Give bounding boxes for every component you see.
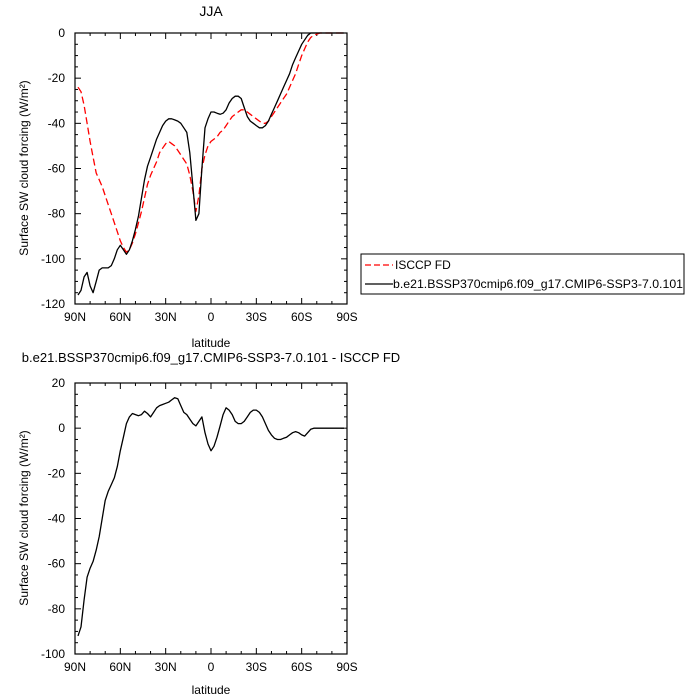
bottom-x-tick-label: 60N <box>109 660 131 674</box>
top-x-axis-label: latitude <box>192 336 231 350</box>
top-plot-area: 90N 60N 30N 0 30S 60S 90S 0 -20 -40 -60 -80 -100 -120 <box>41 26 358 324</box>
bottom-y-tick-label: 0 <box>58 421 65 435</box>
bottom-y-tick-label: 20 <box>52 376 66 390</box>
top-x-tick-label: 0 <box>208 310 215 324</box>
bottom-y-axis-label: Surface SW cloud forcing (W/m²) <box>17 430 31 605</box>
top-x-tick-label: 30S <box>246 310 267 324</box>
bottom-y-tick-label: -20 <box>48 466 66 480</box>
top-series-line-0 <box>77 32 344 253</box>
bottom-y-tick-label: -40 <box>48 512 66 526</box>
bottom-plot-frame <box>74 382 348 655</box>
top-chart-legend: ISCCP FD b.e21.BSSP370cmip6.f09_g17.CMIP… <box>360 253 685 295</box>
top-y-tick-label: -120 <box>41 297 65 311</box>
top-y-tick-label: -100 <box>41 252 65 266</box>
top-x-tick-label: 30N <box>155 310 177 324</box>
top-y-tick-label: -80 <box>48 207 66 221</box>
bottom-series-line-0 <box>77 397 344 637</box>
bottom-x-tick-label: 60S <box>291 660 312 674</box>
top-x-tick-label: 90S <box>336 310 357 324</box>
top-x-tick-label: 60S <box>291 310 312 324</box>
bottom-x-axis-label: latitude <box>192 683 231 697</box>
bottom-plot-area: 90N 60N 30N 0 30S 60S 90S 20 0 -20 -40 -60 -80 -100 <box>41 376 358 674</box>
top-chart-panel: JJA 90N 60N 30N 0 30S 60S 90S 0 -20 -40 -60 -80 -100… <box>17 3 358 350</box>
top-plot-frame <box>74 32 348 305</box>
bottom-y-tick-label: -60 <box>48 557 66 571</box>
top-y-tick-label: -40 <box>48 116 66 130</box>
top-y-axis-label: Surface SW cloud forcing (W/m²) <box>17 80 31 255</box>
bottom-chart-panel: b.e21.BSSP370cmip6.f09_g17.CMIP6-SSP3-7.… <box>17 350 400 697</box>
bottom-x-tick-label: 30S <box>246 660 267 674</box>
bottom-x-tick-label: 30N <box>155 660 177 674</box>
bottom-y-tick-label: -80 <box>48 602 66 616</box>
bottom-y-tick-label: -100 <box>41 647 65 661</box>
legend-label-model: b.e21.BSSP370cmip6.f09_g17.CMIP6-SSP3-7.… <box>393 277 683 291</box>
top-chart-title: JJA <box>199 3 223 19</box>
legend-label-isccp-fd: ISCCP FD <box>395 258 451 272</box>
top-x-tick-label: 90N <box>64 310 86 324</box>
bottom-x-tick-label: 90N <box>64 660 86 674</box>
top-y-tick-label: -60 <box>48 162 66 176</box>
bottom-chart-title: b.e21.BSSP370cmip6.f09_g17.CMIP6-SSP3-7.… <box>22 350 400 365</box>
bottom-x-tick-label: 0 <box>208 660 215 674</box>
top-x-tick-label: 60N <box>109 310 131 324</box>
top-series-line-1 <box>77 32 344 296</box>
top-y-tick-label: -20 <box>48 71 66 85</box>
top-y-tick-label: 0 <box>58 26 65 40</box>
bottom-x-tick-label: 90S <box>336 660 357 674</box>
legend-box <box>360 253 685 295</box>
